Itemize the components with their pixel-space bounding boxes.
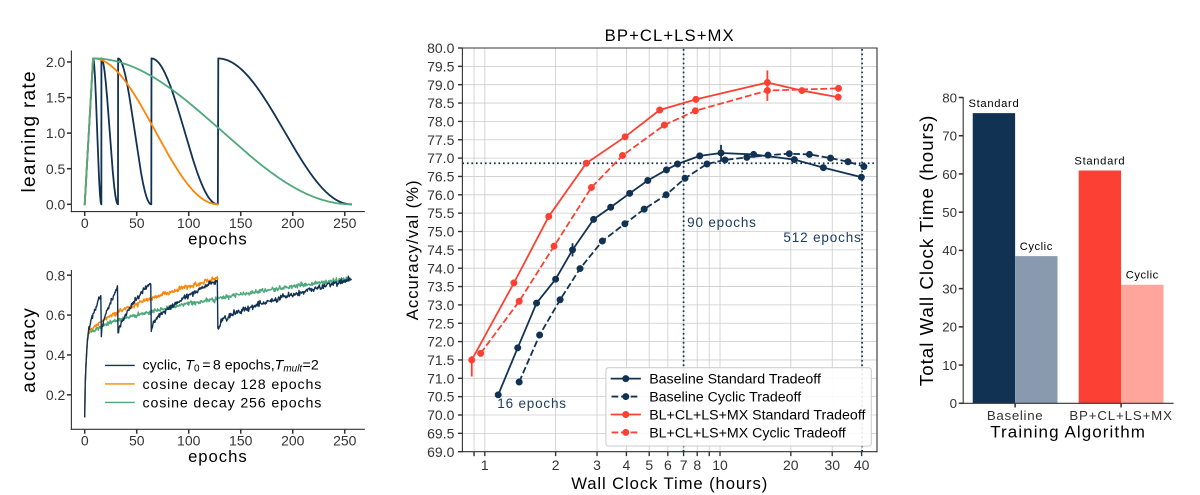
svg-text:150: 150 <box>229 215 253 231</box>
svg-text:73.0: 73.0 <box>427 297 454 313</box>
svg-text:BL+CL+LS+MX Cyclic Tradeoff: BL+CL+LS+MX Cyclic Tradeoff <box>649 425 846 441</box>
svg-text:50: 50 <box>942 205 957 220</box>
svg-text:7: 7 <box>680 457 688 473</box>
svg-text:0: 0 <box>950 396 957 411</box>
svg-text:Accuracy/val (%): Accuracy/val (%) <box>403 179 422 320</box>
svg-text:76.5: 76.5 <box>427 169 454 185</box>
svg-text:5: 5 <box>645 457 653 473</box>
svg-text:250: 250 <box>333 215 357 231</box>
svg-text:50: 50 <box>129 433 145 449</box>
svg-text:77.5: 77.5 <box>427 132 454 148</box>
svg-text:4: 4 <box>623 457 631 473</box>
svg-text:0.8: 0.8 <box>46 267 66 283</box>
svg-text:10: 10 <box>942 358 957 373</box>
svg-text:1.5: 1.5 <box>46 90 66 106</box>
svg-text:0.0: 0.0 <box>46 196 66 212</box>
svg-text:69.5: 69.5 <box>427 425 454 441</box>
svg-text:74.0: 74.0 <box>427 260 454 276</box>
svg-text:70.5: 70.5 <box>427 389 454 405</box>
svg-text:80.0: 80.0 <box>427 40 454 56</box>
svg-text:70.0: 70.0 <box>427 407 454 423</box>
svg-text:1: 1 <box>481 457 489 473</box>
svg-text:BP+CL+LS+MX: BP+CL+LS+MX <box>605 26 735 45</box>
svg-text:Cyclic: Cyclic <box>1020 241 1053 253</box>
svg-text:77.0: 77.0 <box>427 150 454 166</box>
svg-text:76.0: 76.0 <box>427 187 454 203</box>
svg-text:learning rate: learning rate <box>19 70 40 192</box>
svg-text:c y c l: c y c l i c , = 8 e p o c h s , = 2 T T … <box>143 349 325 376</box>
svg-text:40: 40 <box>854 457 870 473</box>
svg-text:200: 200 <box>281 433 305 449</box>
svg-text:20: 20 <box>783 457 799 473</box>
svg-text:40: 40 <box>942 243 957 258</box>
svg-text:2: 2 <box>552 457 560 473</box>
svg-text:16 epochs: 16 epochs <box>497 396 567 411</box>
svg-text:70: 70 <box>942 129 957 144</box>
svg-text:epochs: epochs <box>188 229 248 248</box>
svg-text:79.0: 79.0 <box>427 77 454 93</box>
svg-text:10: 10 <box>712 457 728 473</box>
svg-text:BL+CL+LS+MX Standard Tradeoff: BL+CL+LS+MX Standard Tradeoff <box>649 407 865 423</box>
svg-text:Standard: Standard <box>1074 155 1125 167</box>
svg-text:100: 100 <box>177 433 201 449</box>
svg-text:Wall Clock Time (hours): Wall Clock Time (hours) <box>571 474 768 493</box>
svg-text:0.6: 0.6 <box>46 307 66 323</box>
svg-text:73.5: 73.5 <box>427 279 454 295</box>
svg-text:Baseline Standard Tradeoff: Baseline Standard Tradeoff <box>649 372 821 388</box>
svg-text:Training Algorithm: Training Algorithm <box>990 423 1146 442</box>
svg-text:30: 30 <box>824 457 840 473</box>
svg-text:79.5: 79.5 <box>427 58 454 74</box>
svg-text:75.5: 75.5 <box>427 205 454 221</box>
svg-text:1.0: 1.0 <box>46 125 66 141</box>
svg-text:50: 50 <box>129 215 145 231</box>
svg-text:60: 60 <box>942 167 957 182</box>
svg-text:512 epochs: 512 epochs <box>783 230 861 245</box>
svg-text:cosine decay 128 epochs: cosine decay 128 epochs <box>143 377 323 393</box>
svg-text:Total Wall Clock Time (hours): Total Wall Clock Time (hours) <box>916 115 937 387</box>
svg-text:8: 8 <box>693 457 701 473</box>
svg-text:BP+CL+LS+MX: BP+CL+LS+MX <box>1069 408 1172 423</box>
svg-text:74.5: 74.5 <box>427 242 454 258</box>
svg-text:80: 80 <box>942 90 957 105</box>
svg-text:Standard: Standard <box>968 98 1019 110</box>
svg-text:6: 6 <box>664 457 672 473</box>
svg-text:100: 100 <box>177 215 201 231</box>
svg-text:78.5: 78.5 <box>427 95 454 111</box>
svg-text:90 epochs: 90 epochs <box>687 215 757 230</box>
svg-text:71.5: 71.5 <box>427 352 454 368</box>
svg-text:3: 3 <box>593 457 601 473</box>
svg-text:accuracy: accuracy <box>19 307 40 393</box>
svg-text:150: 150 <box>229 433 253 449</box>
svg-text:250: 250 <box>333 433 357 449</box>
svg-text:75.0: 75.0 <box>427 224 454 240</box>
svg-text:69.0: 69.0 <box>427 444 454 460</box>
svg-text:2.0: 2.0 <box>46 54 66 70</box>
svg-text:30: 30 <box>942 281 957 296</box>
svg-text:Baseline: Baseline <box>987 408 1044 423</box>
svg-text:0.5: 0.5 <box>46 161 66 177</box>
svg-text:cosine decay 256 epochs: cosine decay 256 epochs <box>143 395 323 411</box>
svg-text:0: 0 <box>81 433 89 449</box>
svg-text:0: 0 <box>81 215 89 231</box>
svg-text:Baseline Cyclic Tradeoff: Baseline Cyclic Tradeoff <box>649 390 801 406</box>
svg-text:71.0: 71.0 <box>427 370 454 386</box>
svg-text:78.0: 78.0 <box>427 113 454 129</box>
svg-text:72.5: 72.5 <box>427 315 454 331</box>
svg-text:0.2: 0.2 <box>46 387 66 403</box>
svg-text:epochs: epochs <box>188 447 248 466</box>
svg-text:72.0: 72.0 <box>427 334 454 350</box>
svg-text:200: 200 <box>281 215 305 231</box>
svg-text:20: 20 <box>942 320 957 335</box>
svg-text:Cyclic: Cyclic <box>1126 270 1159 282</box>
svg-text:0.4: 0.4 <box>46 347 66 363</box>
